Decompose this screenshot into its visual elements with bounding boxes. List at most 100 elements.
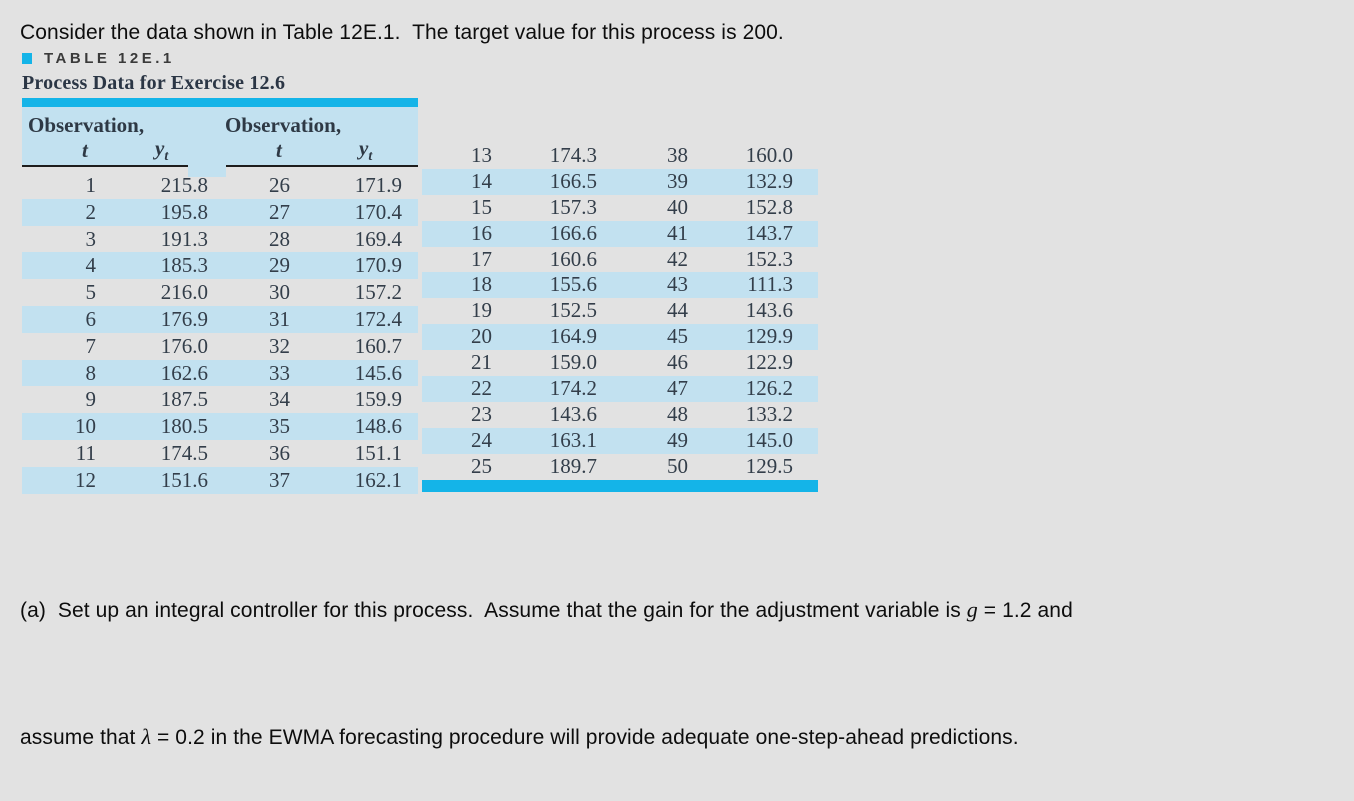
observation-t-value: 6 (85, 306, 97, 331)
yt-value: 111.3 (747, 272, 793, 297)
yt-value: 180.5 (160, 414, 208, 439)
column-header-yt: yt (359, 136, 372, 165)
yt-value: 172.4 (354, 306, 402, 331)
yt-value: 171.9 (354, 173, 402, 197)
yt-value: 166.5 (549, 168, 597, 193)
observation-t-value: 30 (269, 280, 290, 305)
table-row: 25 189.7 50 129.5 (422, 454, 818, 480)
column-header-observation: Observation, (28, 113, 145, 137)
column-header-t: t (276, 138, 282, 162)
observation-t-value: 45 (667, 324, 688, 349)
table-rows-left: 1 215.8 26 171.9 2 195.8 27 170.4 3 191.3 28 169.4 4… (22, 172, 418, 494)
yt-value: 166.6 (549, 220, 597, 245)
table-row: 1 215.8 26 171.9 (22, 172, 418, 199)
yt-value: 160.0 (745, 143, 793, 167)
observation-t-value: 17 (471, 246, 492, 271)
table-row: 16 166.6 41 143.7 (422, 220, 818, 247)
observation-t-value: 23 (471, 401, 492, 426)
observation-t-value: 21 (471, 350, 492, 375)
table-bottom-bar (422, 479, 818, 492)
question-text: (a) Set up an integral controller for th… (20, 505, 1073, 801)
table-row: 3 191.3 28 169.4 (22, 226, 418, 253)
table-row: 11 174.5 36 151.1 (22, 440, 418, 467)
yt-value: 155.6 (549, 272, 597, 297)
yt-value: 189.7 (549, 453, 597, 478)
observation-t-value: 47 (667, 376, 688, 401)
table-row: 12 151.6 37 162.1 (22, 466, 418, 494)
observation-t-value: 16 (471, 220, 492, 245)
table-row: 23 143.6 48 133.2 (422, 402, 818, 428)
table-row: 22 174.2 47 126.2 (422, 376, 818, 402)
observation-t-value: 37 (269, 467, 290, 492)
yt-value: 143.7 (745, 220, 793, 245)
yt-value: 157.2 (354, 280, 402, 305)
observation-t-value: 44 (667, 298, 688, 323)
observation-t-value: 38 (667, 143, 688, 167)
yt-value: 145.0 (745, 427, 793, 452)
yt-value: 148.6 (354, 414, 402, 439)
header-band-gap (188, 167, 226, 177)
observation-t-value: 14 (471, 168, 492, 193)
observation-t-value: 43 (667, 272, 688, 297)
observation-t-value: 40 (667, 194, 688, 219)
yt-value: 187.5 (160, 387, 208, 412)
yt-value: 164.9 (549, 324, 597, 349)
yt-sub: t (164, 149, 169, 165)
yt-value: 133.2 (745, 401, 793, 426)
observation-t-value: 32 (269, 333, 290, 358)
observation-t-value: 46 (667, 350, 688, 375)
yt-value: 176.9 (160, 306, 208, 331)
column-header-t: t (82, 138, 88, 162)
table-label: TABLE 12E.1 (22, 50, 175, 67)
yt-value: 191.3 (160, 226, 208, 251)
yt-value: 215.8 (160, 173, 208, 197)
observation-t-value: 27 (269, 199, 290, 224)
lambda-symbol: λ (141, 724, 152, 749)
observation-t-value: 9 (85, 387, 97, 412)
table-rows-right: 13 174.3 38 160.0 14 166.5 39 132.9 15 157.3 40 152… (422, 143, 818, 480)
table-row: 5 216.0 30 157.2 (22, 279, 418, 306)
yt-value: 157.3 (549, 194, 597, 219)
question-line2-post: = 0.2 in the EWMA forecasting procedure … (151, 726, 1019, 749)
observation-t-value: 2 (85, 199, 97, 224)
question-line-1: (a) Set up an integral controller for th… (20, 589, 1073, 632)
yt-value: 145.6 (354, 360, 402, 385)
observation-t-value: 12 (75, 467, 96, 492)
yt-value: 174.5 (160, 440, 208, 465)
observation-t-value: 18 (471, 272, 492, 297)
yt-value: 152.5 (549, 298, 597, 323)
yt-value: 152.3 (745, 246, 793, 271)
yt-value: 195.8 (160, 199, 208, 224)
observation-t-value: 42 (667, 246, 688, 271)
yt-value: 170.4 (354, 199, 402, 224)
table-row: 10 180.5 35 148.6 (22, 413, 418, 440)
table-row: 2 195.8 27 170.4 (22, 198, 418, 226)
yt-value: 174.3 (549, 143, 597, 167)
table-label-text: TABLE 12E.1 (44, 50, 175, 67)
yt-value: 185.3 (160, 253, 208, 278)
question-line1-post: = 1.2 and (977, 599, 1073, 622)
observation-t-value: 35 (269, 414, 290, 439)
observation-t-value: 29 (269, 253, 290, 278)
observation-t-value: 20 (471, 324, 492, 349)
observation-t-value: 48 (667, 401, 688, 426)
yt-value: 129.5 (745, 453, 793, 478)
yt-value: 152.8 (745, 194, 793, 219)
yt-value: 162.1 (354, 467, 402, 492)
yt-value: 143.6 (745, 298, 793, 323)
table-row: 9 187.5 34 159.9 (22, 386, 418, 413)
yt-value: 163.1 (549, 427, 597, 452)
observation-t-value: 31 (269, 306, 290, 331)
table-row: 19 152.5 44 143.6 (422, 298, 818, 324)
table-row: 20 164.9 45 129.9 (422, 324, 818, 351)
observation-t-value: 36 (269, 440, 290, 465)
table-bullet-icon (22, 53, 32, 64)
yt-value: 169.4 (354, 226, 402, 251)
table-row: 8 162.6 33 145.6 (22, 359, 418, 387)
observation-t-value: 15 (471, 194, 492, 219)
table-row: 21 159.0 46 122.9 (422, 350, 818, 376)
yt-sub: t (368, 149, 373, 165)
yt-y: y (155, 136, 165, 160)
table-row: 7 176.0 32 160.7 (22, 333, 418, 360)
yt-value: 176.0 (160, 333, 208, 358)
